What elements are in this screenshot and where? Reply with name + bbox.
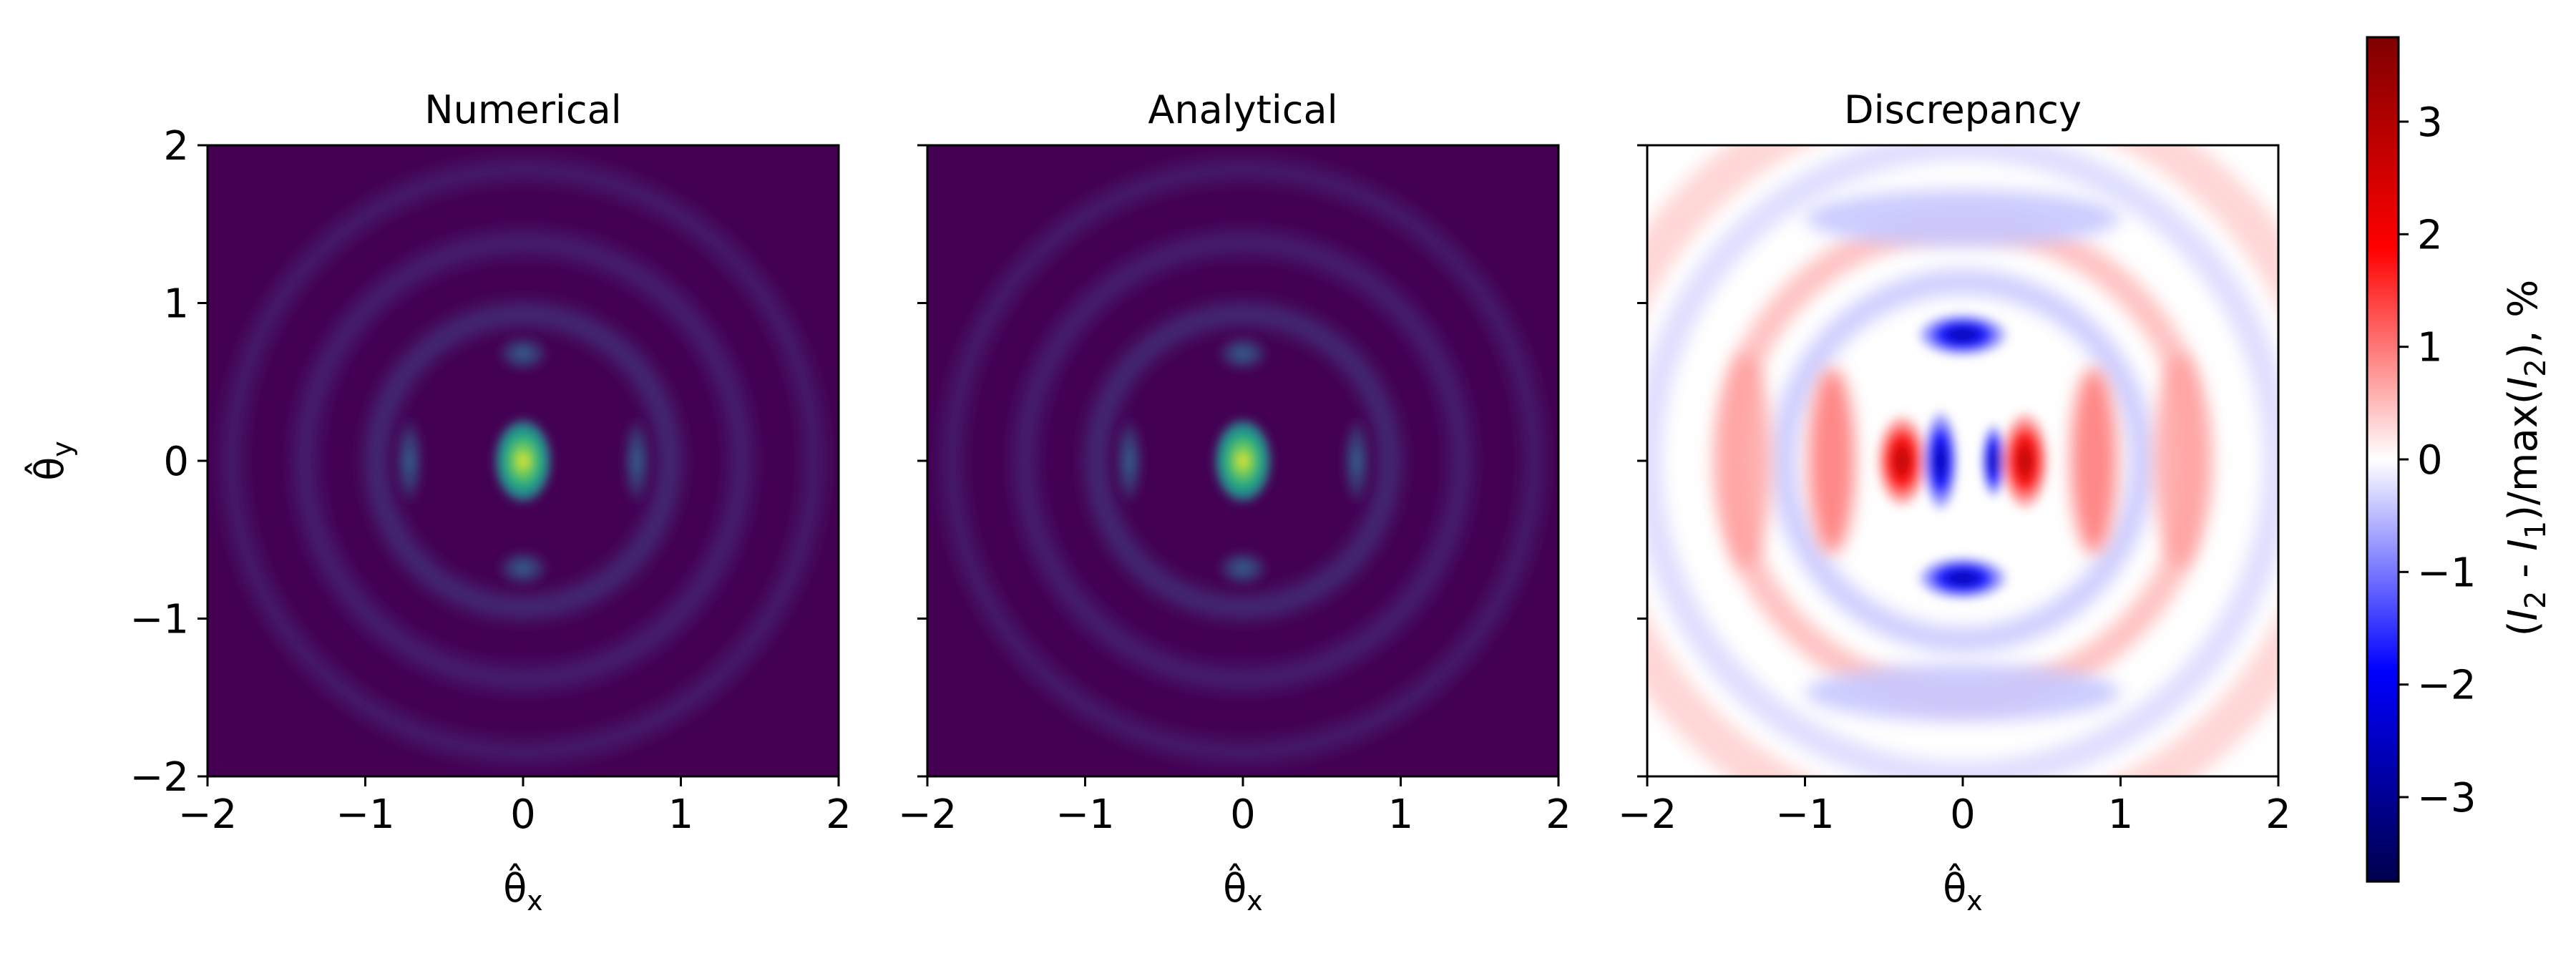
panel-numerical: −2 −1 0 1 2 −2 −1 0 1 2 Numerical θ̂x θ̂y — [25, 87, 852, 917]
y-tick-label: −2 — [130, 754, 189, 801]
heatmap-numerical — [208, 145, 839, 776]
y-axis-label: θ̂y — [25, 441, 78, 481]
y-tick-label: 2 — [163, 123, 189, 170]
x-tick-label: 0 — [510, 791, 536, 838]
panel-analytical: −2 −1 0 1 2 Analytical θ̂x — [898, 87, 1571, 917]
x-tick-label: 0 — [1950, 791, 1976, 838]
colorbar-tick-label: 0 — [2417, 437, 2443, 484]
colorbar-gradient — [2367, 37, 2399, 882]
x-tick-label: 1 — [1388, 791, 1414, 838]
panel-title: Discrepancy — [1844, 87, 2082, 132]
colorbar-tick-label: 3 — [2417, 99, 2443, 146]
x-tick-label: 1 — [2108, 791, 2134, 838]
x-tick-label: 1 — [668, 791, 694, 838]
y-ticks — [1637, 144, 1647, 778]
panel-title: Numerical — [424, 87, 621, 132]
x-axis-label: θ̂x — [1223, 864, 1263, 917]
y-ticks — [917, 144, 927, 778]
x-axis-label: θ̂x — [1943, 864, 1983, 917]
y-tick-label: −1 — [130, 597, 189, 643]
y-tick-label: 1 — [163, 281, 189, 328]
x-axis-label: θ̂x — [503, 864, 543, 917]
x-tick-label: −1 — [1775, 791, 1835, 838]
colorbar: −3 −2 −1 0 1 2 3 (I2 - I1)/max(I2), % — [2366, 36, 2552, 883]
heatmap-analytical — [927, 145, 1558, 776]
x-tick-label: 2 — [2265, 791, 2291, 838]
colorbar-tick-label: 2 — [2417, 212, 2443, 258]
colorbar-label: (I2 - I1)/max(I2), % — [2500, 280, 2552, 637]
colorbar-tick-label: −1 — [2417, 550, 2477, 596]
colorbar-tick-label: 1 — [2417, 325, 2443, 371]
x-tick-label: −1 — [1055, 791, 1115, 838]
x-tick-label: 0 — [1230, 791, 1256, 838]
x-ticks: −2 −1 0 1 2 — [178, 776, 852, 838]
colorbar-ticks: −3 −2 −1 0 1 2 3 — [2399, 99, 2477, 821]
panel-title: Analytical — [1148, 87, 1337, 132]
x-tick-label: −2 — [898, 791, 957, 838]
x-ticks: −2 −1 0 1 2 — [898, 776, 1571, 838]
x-tick-label: −2 — [178, 791, 238, 838]
heatmap-discrepancy — [1647, 145, 2278, 776]
colorbar-tick-label: −3 — [2417, 775, 2477, 821]
x-tick-label: −1 — [336, 791, 395, 838]
x-tick-label: −2 — [1618, 791, 1677, 838]
panel-discrepancy: −2 −1 0 1 2 Discrepancy θ̂x — [1618, 87, 2291, 917]
x-tick-label: 2 — [826, 791, 852, 838]
y-tick-label: 0 — [163, 439, 189, 485]
x-ticks: −2 −1 0 1 2 — [1618, 776, 2291, 838]
colorbar-tick-label: −2 — [2417, 663, 2477, 709]
x-tick-label: 2 — [1546, 791, 1571, 838]
y-ticks: −2 −1 0 1 2 — [130, 123, 208, 801]
